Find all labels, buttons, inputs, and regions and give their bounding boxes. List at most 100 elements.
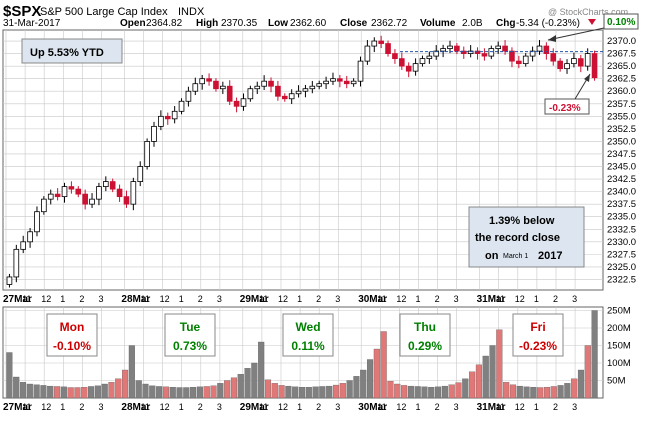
candle-body (357, 60, 364, 82)
volume-bar (53, 386, 61, 399)
candle-body (481, 53, 488, 57)
volume-bar (584, 345, 591, 399)
volume-bar (305, 386, 312, 399)
candle-body (254, 85, 261, 90)
volume-bar (489, 345, 496, 399)
day-name: Wed (295, 320, 320, 334)
volume-tick-label: 200M (607, 323, 631, 334)
chg-value: -5.34 (-0.23%) (516, 18, 580, 29)
volume-bar (176, 387, 183, 399)
day-name: Thu (414, 320, 436, 334)
x-tick-label: 11 (377, 294, 386, 304)
x-tick-label: 2 (435, 402, 440, 412)
candle-body (529, 50, 536, 57)
candle-body (13, 248, 20, 278)
volume-bar (326, 385, 333, 399)
volume-bar (258, 341, 265, 399)
watermark: @ StockCharts.com (548, 7, 628, 17)
candle-body (371, 40, 378, 47)
volume-bar (196, 386, 203, 399)
volume-bar (278, 385, 285, 399)
price-tick-label: 2325.0 (607, 262, 636, 273)
volume-bar (162, 386, 169, 399)
volume-bar (319, 386, 326, 399)
exchange: INDX (178, 6, 205, 18)
day-box-tue: Tue 0.73% (164, 313, 216, 357)
volume-tick-label: 100M (607, 358, 631, 369)
volume-bar (74, 387, 81, 399)
volume-label: Volume (420, 18, 456, 29)
volume-bar (414, 386, 421, 399)
candle-body (116, 188, 123, 198)
volume-tick-label: 250M (607, 306, 631, 317)
candle-body (75, 188, 82, 195)
x-tick-label: 12 (515, 294, 525, 304)
x-tick-label: 11 (22, 294, 31, 304)
candle-body (419, 58, 426, 65)
candle-body (275, 85, 281, 97)
day-box-frame (399, 313, 451, 357)
x-tick-label: 30Mar (358, 402, 387, 413)
volume-bar (339, 383, 346, 399)
candle-body (213, 80, 219, 90)
x-tick-label: 12 (160, 294, 170, 304)
x-tick-label: 11 (377, 402, 386, 412)
record-line3-year: 2017 (538, 250, 562, 262)
candle-body (47, 193, 54, 200)
volume-bar (421, 386, 428, 399)
volume-bar (571, 378, 578, 399)
candle-body (591, 53, 598, 79)
price-tick-label: 2355.0 (607, 111, 636, 122)
candle-body (440, 48, 446, 52)
candle-body (447, 45, 453, 49)
x-tick-label: 3 (454, 294, 459, 304)
x-tick-label: 12 (41, 402, 51, 412)
x-tick-label: 2 (553, 402, 558, 412)
candle-body (412, 63, 419, 72)
x-tick-label: 2 (79, 402, 84, 412)
volume-bar (475, 364, 482, 399)
candle-body (350, 80, 357, 85)
day-box-frame (282, 313, 334, 357)
top-pct-box (603, 13, 639, 30)
day-box-frame (512, 313, 564, 357)
price-tick-label: 2337.5 (607, 199, 636, 210)
price-tick-label: 2335.0 (607, 212, 636, 223)
candle-body (109, 181, 116, 190)
candle-body (89, 198, 95, 205)
day-name: Mon (60, 320, 85, 334)
volume-bar (435, 386, 442, 399)
candle-body (460, 50, 467, 54)
candle-body (405, 65, 412, 72)
price-tick-label: 2360.0 (607, 86, 636, 97)
candle-body (337, 78, 343, 82)
x-tick-label: 12 (278, 402, 288, 412)
open-value: 2364.82 (146, 18, 183, 29)
day-pct: 0.29% (408, 339, 442, 353)
x-tick-label: 12 (41, 294, 51, 304)
candle-body (68, 186, 75, 190)
price-tick-label: 2322.5 (607, 274, 636, 285)
x-tick-label: 11 (22, 402, 31, 412)
day-boxes: Mon -0.10% Tue 0.73% Wed 0.11% Thu 0.29% Fri -0.2… (46, 313, 564, 357)
volume-bar (360, 369, 367, 399)
candle-body (488, 48, 495, 57)
candle-body (199, 78, 205, 85)
price-tick-label: 2327.5 (607, 249, 636, 260)
close-value: 2362.72 (371, 18, 408, 29)
candle-body (206, 78, 212, 82)
volume-bar (6, 352, 13, 399)
candle-body (474, 50, 481, 54)
volume-bar (366, 359, 374, 399)
x-tick-label: 11 (259, 294, 268, 304)
x-tick-label: 1 (179, 402, 184, 412)
x-tick-label: 12 (278, 294, 288, 304)
volume-bar (135, 380, 142, 399)
x-tick-label: 12 (396, 402, 406, 412)
candle-body (281, 95, 288, 100)
x-tick-label: 3 (454, 402, 459, 412)
high-value: 2370.35 (221, 18, 258, 29)
volume-bar (203, 386, 210, 399)
